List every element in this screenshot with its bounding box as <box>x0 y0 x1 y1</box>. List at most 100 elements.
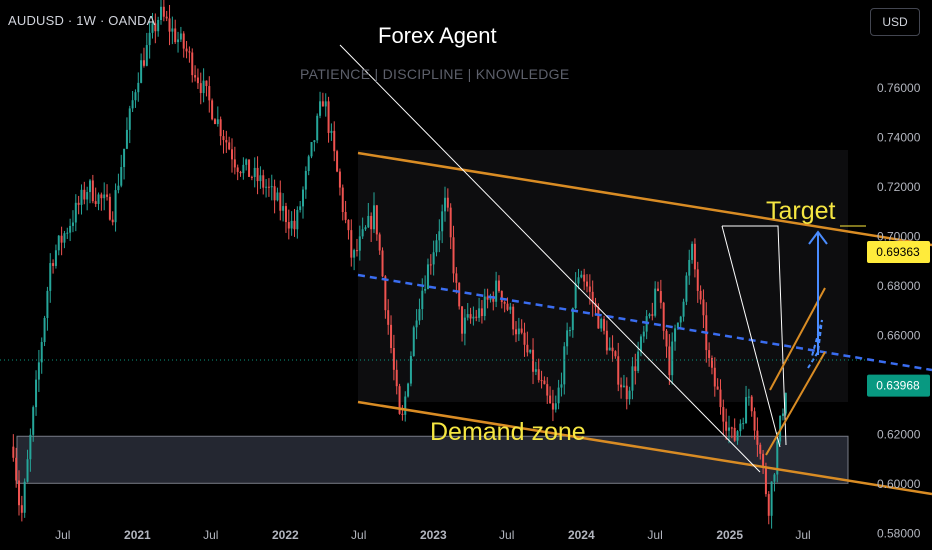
candle-body <box>693 243 696 270</box>
candle-body <box>267 186 270 188</box>
white-drop-line[interactable] <box>722 225 787 446</box>
candle-body <box>696 269 699 291</box>
price-axis[interactable]: 0.76000 0.74000 0.72000 0.70000 0.68000 0.660… <box>877 81 921 540</box>
candle-body <box>43 317 46 343</box>
symbol-title[interactable]: AUDUSD · 1W · OANDA <box>8 13 156 28</box>
time-axis[interactable]: Jul 2021 Jul 2022 Jul 2023 Jul 2024 Jul 2025 Jul <box>55 528 811 542</box>
candle-body <box>381 250 384 277</box>
candle-body <box>407 383 410 397</box>
candle-body <box>691 243 694 260</box>
candle-body <box>330 130 333 133</box>
candle-body <box>781 413 784 416</box>
trend-line-dashed[interactable] <box>357 273 932 372</box>
candle-body <box>628 390 631 400</box>
candle-body <box>103 194 106 199</box>
wedge-lower-line[interactable] <box>765 351 826 456</box>
x-tick-label: Jul <box>55 528 70 542</box>
candle-body <box>20 505 23 513</box>
candle-body <box>526 344 529 353</box>
candle-body <box>231 149 234 160</box>
candle-body <box>108 196 111 220</box>
candle-body <box>639 336 642 352</box>
candle-body <box>776 441 779 475</box>
candle-body <box>358 236 361 251</box>
candle-body <box>648 314 651 317</box>
candle-body <box>733 427 736 441</box>
candle-body <box>77 202 80 205</box>
candle-body <box>114 190 117 223</box>
last-price-text: 0.63968 <box>876 379 920 393</box>
candle-body <box>69 225 72 233</box>
candle-body <box>49 263 52 291</box>
candle-body <box>213 119 216 125</box>
candle-body <box>662 302 665 331</box>
candle-body <box>89 180 92 193</box>
demand-zone-rect[interactable] <box>16 435 849 484</box>
target-label: Target <box>766 197 836 225</box>
candle-body <box>503 301 506 304</box>
candle-body <box>665 330 668 347</box>
candle-body <box>142 60 145 66</box>
candle-body <box>137 82 140 93</box>
candle-body <box>290 220 293 229</box>
candle-body <box>702 299 705 316</box>
white-trend-line[interactable] <box>339 44 761 473</box>
candle-body <box>37 362 40 380</box>
candle-body <box>563 346 566 385</box>
candle-body <box>534 369 537 372</box>
y-tick-label: 0.70000 <box>877 229 921 243</box>
candle-body <box>160 6 163 20</box>
y-tick-label: 0.60000 <box>877 477 921 491</box>
candle-body <box>424 288 427 291</box>
candle-body <box>699 290 702 300</box>
candle-body <box>162 6 165 17</box>
channel-lower-line[interactable] <box>357 400 932 496</box>
currency-button[interactable]: USD <box>870 8 920 36</box>
candle-body <box>747 396 750 398</box>
candle-body <box>472 316 475 319</box>
channel-fill <box>358 150 848 402</box>
candle-body <box>262 175 265 188</box>
candle-body <box>157 19 160 32</box>
wedge-upper-line[interactable] <box>769 287 826 391</box>
target-price-tag <box>867 241 930 264</box>
candle-body <box>128 108 131 130</box>
candle-body <box>94 201 97 204</box>
candle-body <box>375 205 378 235</box>
candle-body <box>228 142 231 150</box>
y-tick-label: 0.68000 <box>877 279 921 293</box>
candle-body <box>194 75 197 78</box>
candle-body <box>387 310 390 325</box>
candle-body <box>676 322 679 329</box>
candle-body <box>321 101 324 107</box>
candle-body <box>57 235 60 251</box>
candle-body <box>15 457 18 481</box>
candle-body <box>580 274 583 278</box>
white-wedge-line[interactable] <box>721 225 781 448</box>
candle-body <box>174 28 177 43</box>
candle-body <box>52 263 55 266</box>
candle-body <box>461 306 464 334</box>
candle-body <box>583 274 586 282</box>
channel-upper-line[interactable] <box>357 151 932 247</box>
candle-body <box>239 171 242 174</box>
candle-body <box>708 350 711 358</box>
candle-body <box>23 481 26 513</box>
candle-body <box>392 348 395 370</box>
target-arrow-head[interactable] <box>808 230 828 245</box>
candle-body <box>367 215 370 228</box>
candle-body <box>659 291 662 303</box>
candle-body <box>296 209 299 230</box>
candle-body <box>179 33 182 40</box>
candle-body <box>32 407 35 435</box>
y-tick-label: 0.62000 <box>877 427 921 441</box>
candle-body <box>304 170 307 190</box>
candle-body <box>350 230 353 258</box>
drawings-layer <box>0 44 932 496</box>
candle-body <box>577 277 580 284</box>
brand-watermark: Forex Agent <box>378 23 497 48</box>
candle-body <box>182 33 185 49</box>
candle-body <box>475 316 478 318</box>
candle-body <box>449 207 452 238</box>
